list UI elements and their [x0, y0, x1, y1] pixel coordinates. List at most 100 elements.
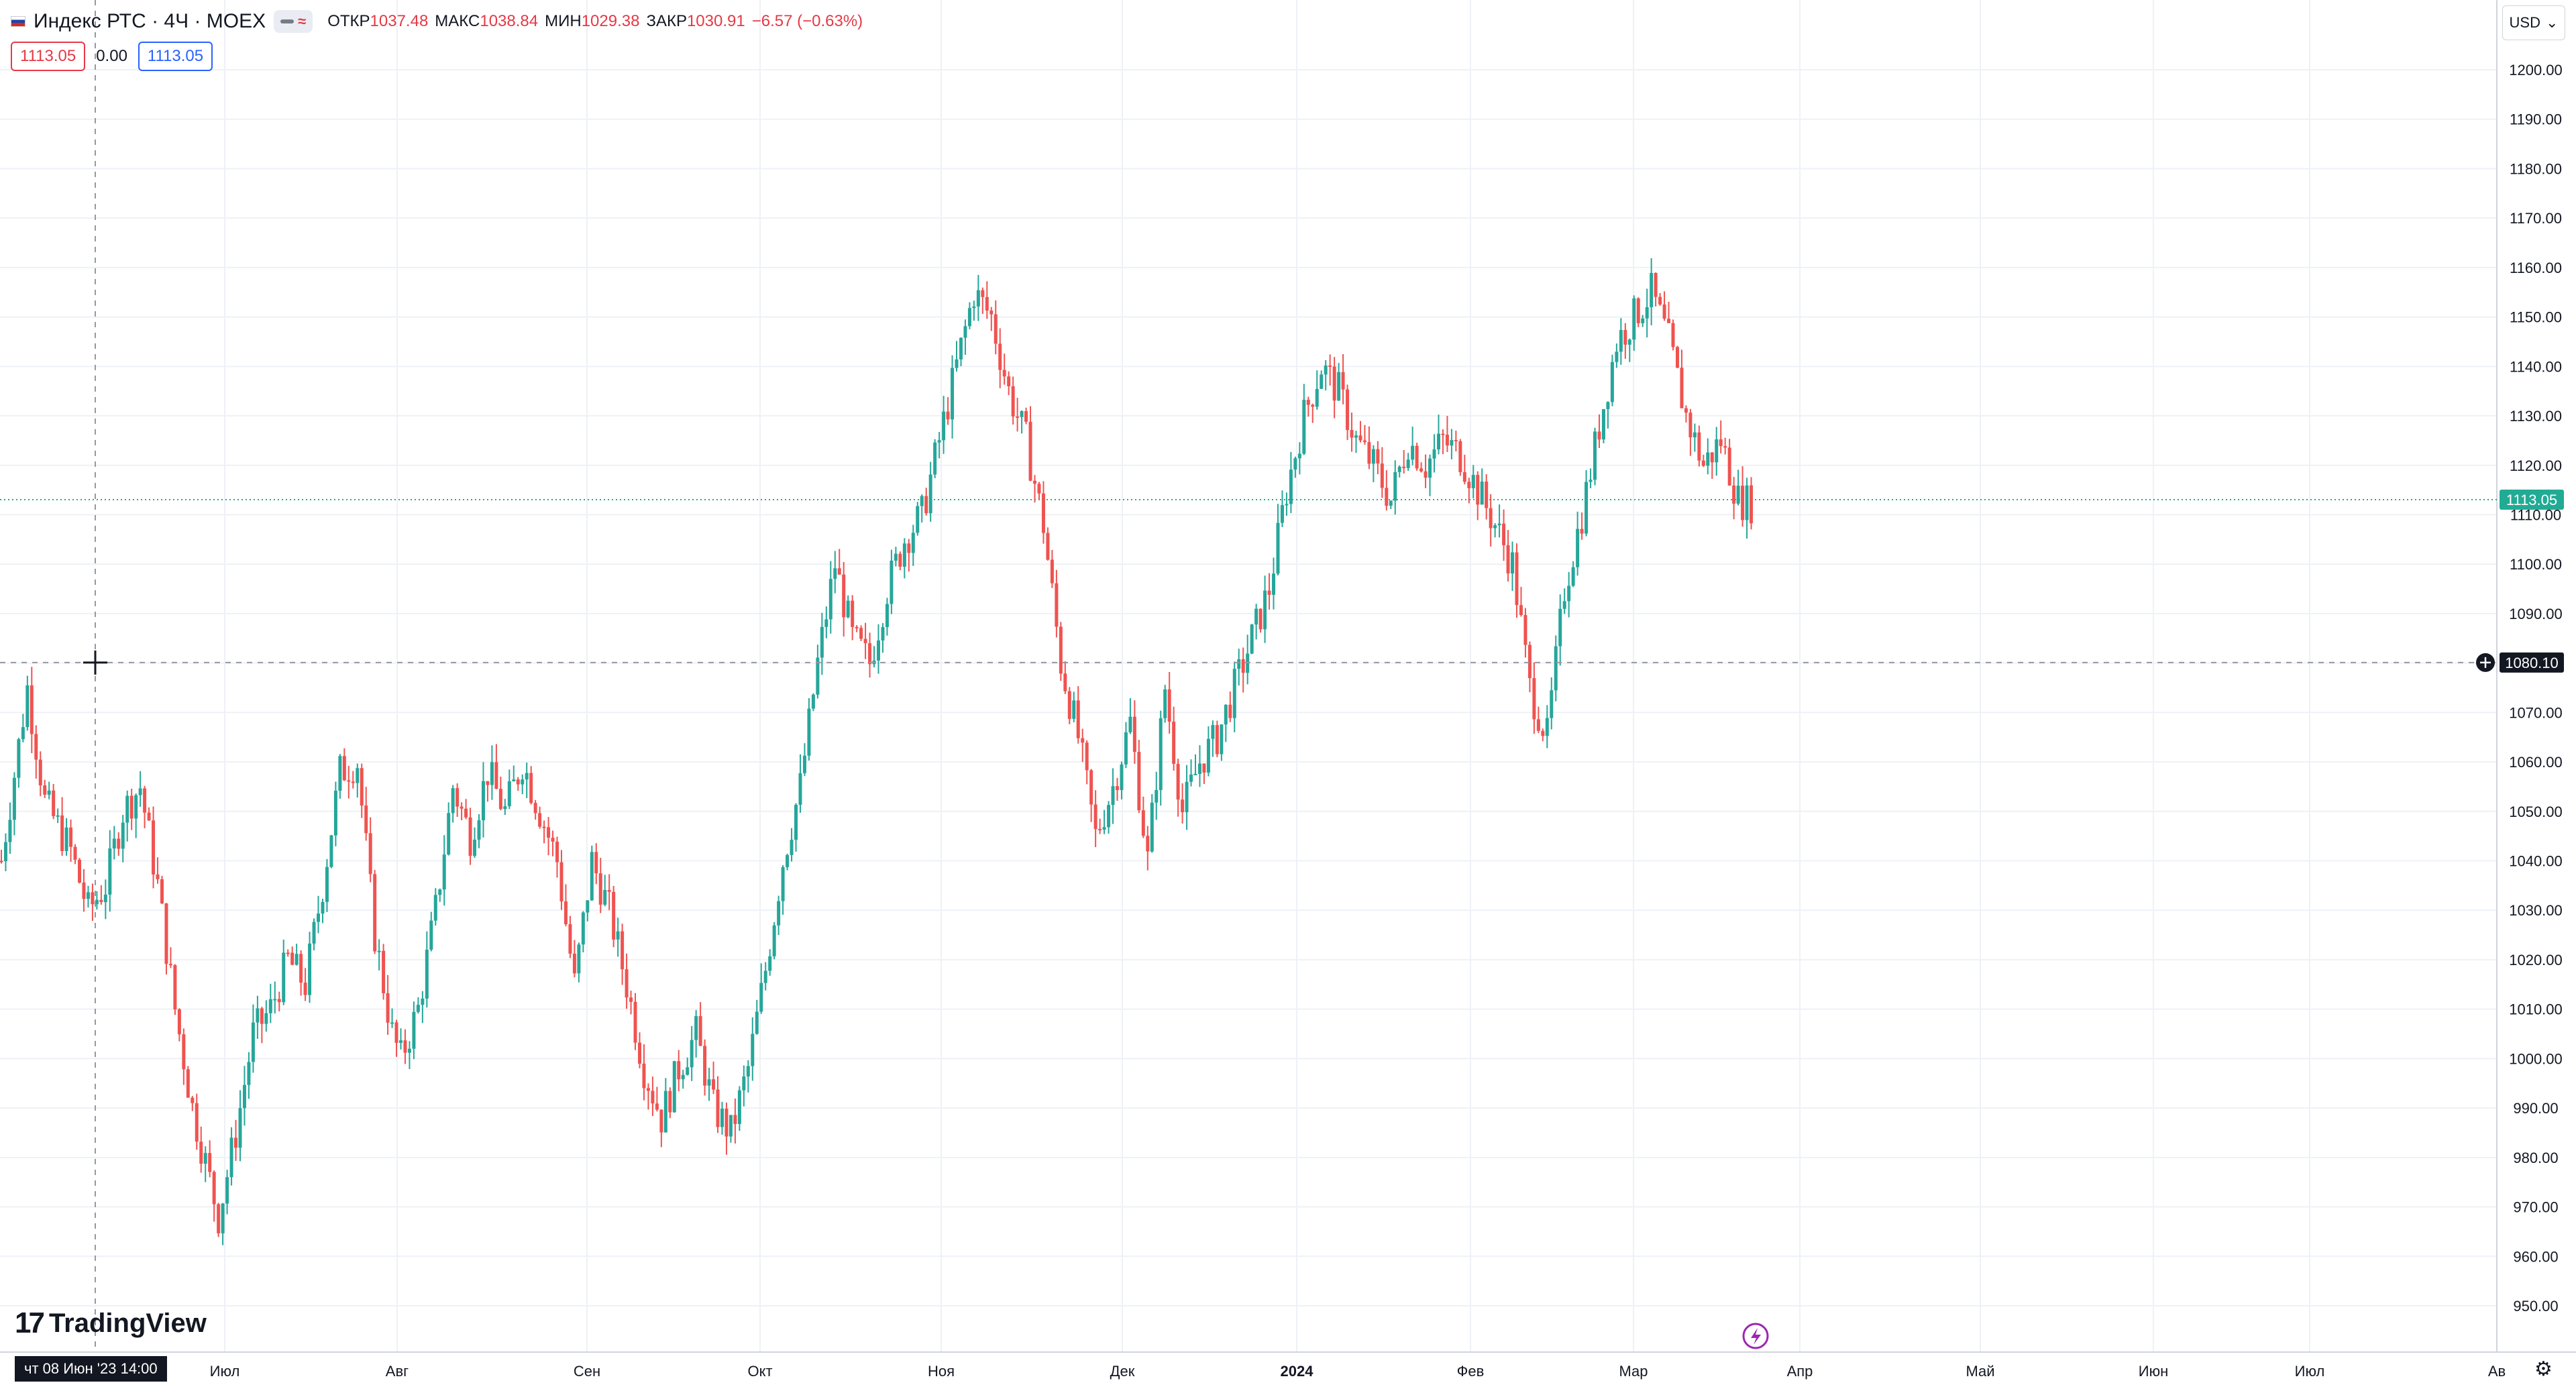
candle-body [1150, 802, 1154, 852]
candle-body [1276, 522, 1280, 574]
candle-body [64, 827, 68, 851]
candle-down [494, 744, 498, 789]
candle-body [942, 411, 946, 441]
candle-up [1593, 427, 1597, 486]
candle-body [34, 734, 38, 760]
candle-down [1415, 443, 1419, 471]
candle-body [976, 290, 980, 306]
candle-up [1102, 810, 1106, 834]
candle-down [946, 397, 950, 425]
candle-body [494, 762, 498, 789]
candle-up [894, 547, 898, 567]
candle-body [1536, 719, 1540, 731]
candle-down [1680, 349, 1684, 408]
candle-up [694, 1010, 698, 1058]
candle-down [99, 885, 103, 905]
eye-icon [280, 19, 294, 23]
candle-body [490, 762, 494, 785]
symbol-title[interactable]: Индекс РТС · 4Ч · MOEX [34, 10, 266, 32]
time-axis[interactable]: Июл Авг Сен Окт Ноя Дек 2024 Фев Мар Апр Май Июн Июл… [0, 1351, 2576, 1380]
candle-body [1107, 805, 1111, 828]
price-tick-label: 1140.00 [2510, 358, 2562, 375]
candle-up [955, 341, 959, 372]
candle-up [872, 646, 876, 668]
candle-down [637, 1032, 641, 1069]
candle-body [308, 943, 312, 995]
candle-body [1037, 484, 1041, 494]
visibility-toggle[interactable]: ≈ [274, 10, 313, 33]
candle-body [329, 835, 333, 867]
candle-body [712, 1079, 716, 1090]
candle-body [112, 838, 116, 849]
candle-body [1706, 452, 1710, 466]
price-tick-label: 960.00 [2513, 1248, 2558, 1265]
candle-body [1389, 500, 1393, 506]
candle-down [607, 874, 611, 911]
gear-icon[interactable]: ⚙ [2534, 1358, 2553, 1380]
candle-up [477, 814, 481, 848]
candle-down [612, 885, 616, 948]
candle-body [933, 442, 937, 475]
candle-down [1662, 291, 1666, 321]
candle-up [811, 693, 815, 712]
candle-up [268, 983, 272, 1023]
candle-up [412, 1001, 416, 1060]
candle-up [890, 549, 894, 614]
candle-down [1037, 482, 1041, 500]
price-tick-label: 1130.00 [2510, 408, 2562, 425]
candle-body [229, 1137, 233, 1178]
price-axis[interactable]: 1200.00 1190.00 1180.00 1170.00 1160.00 1150.… [2496, 0, 2563, 1352]
candle-up [877, 624, 880, 674]
candle-down [1007, 371, 1011, 396]
candle-down [1228, 691, 1232, 722]
candle-up [1128, 698, 1132, 734]
candle-body [1576, 528, 1580, 567]
candle-up [125, 790, 129, 842]
candle-body [1654, 272, 1658, 297]
candle-body [907, 543, 911, 553]
candle-body [1263, 590, 1267, 630]
buy-button[interactable]: 1113.05 [138, 42, 213, 71]
candle-up [828, 561, 833, 634]
candle-body [1485, 482, 1489, 508]
candle-up [390, 1008, 394, 1028]
candle-body [1176, 763, 1180, 800]
candle-up [8, 802, 12, 854]
candle-body [1502, 523, 1506, 545]
candle-down [143, 785, 147, 829]
candle-up [273, 981, 277, 1014]
candle-body [1627, 339, 1631, 345]
candle-up [1480, 468, 1484, 505]
candle-up [963, 319, 967, 355]
sell-button[interactable]: 1113.05 [11, 42, 86, 71]
candle-down [43, 779, 47, 798]
candle-down [868, 632, 872, 678]
candle-up [707, 1068, 711, 1101]
candle-body [1311, 404, 1315, 407]
currency-selector[interactable]: USD ⌄ [2502, 5, 2565, 40]
candle-body [1254, 608, 1258, 625]
candle-body [208, 1153, 212, 1172]
candle-down [1085, 740, 1089, 785]
candle-body [486, 781, 490, 785]
candle-down [1215, 720, 1219, 758]
candle-body [959, 337, 963, 359]
candle-up [1650, 258, 1654, 326]
candle-body [1445, 435, 1449, 446]
candle-body [807, 708, 811, 756]
candle-down [1328, 354, 1332, 386]
candle-up [1337, 363, 1341, 401]
candle-body [542, 826, 546, 828]
candle-down [855, 625, 859, 632]
candle-body [1172, 721, 1176, 764]
candle-up [103, 879, 107, 919]
candle-down [342, 748, 346, 781]
candle-up [1246, 634, 1250, 685]
candle-up [447, 802, 451, 856]
tradingview-logo[interactable]: 17 TradingView [15, 1306, 207, 1340]
candle-down [542, 820, 546, 844]
candle-up [1615, 343, 1619, 368]
candle-body [364, 805, 368, 834]
candle-body [1341, 372, 1345, 390]
